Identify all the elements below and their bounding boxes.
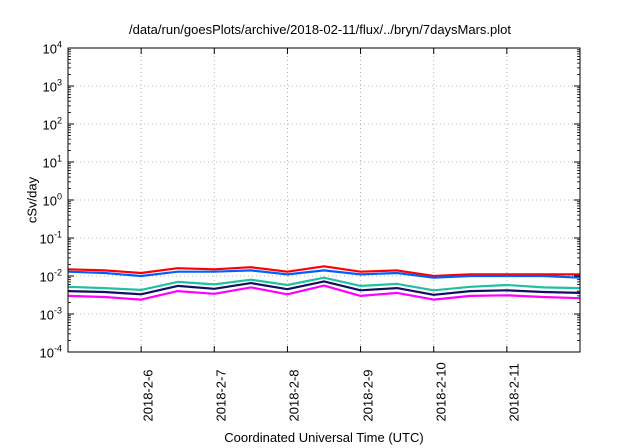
plot-border [67,47,581,353]
y-tick-label: 10-3 [39,305,62,323]
y-tick-label: 102 [42,115,62,133]
y-tick-label: 10-2 [39,267,62,285]
x-tick-label: 2018-2-6 [140,369,156,422]
y-tick-label: 10-1 [39,229,62,247]
x-axis-label: Coordinated Universal Time (UTC) [224,430,424,445]
y-tick-label: 101 [42,153,62,171]
y-tick-label: 10-4 [39,343,62,361]
y-tick-label: 100 [42,191,62,209]
x-tick-label: 2018-2-10 [433,362,449,422]
series-line-5 [67,284,581,301]
y-tick-label: 103 [42,77,62,95]
series-line-3 [67,276,581,292]
series-line-1 [67,265,580,278]
series-line-4 [67,280,581,296]
x-tick-label: 2018-2-8 [286,369,302,422]
series-line-2 [67,269,581,279]
x-tick-label: 2018-2-11 [506,363,522,422]
chart-title: /data/run/goesPlots/archive/2018-02-11/f… [128,22,512,37]
x-tick-label: 2018-2-9 [360,369,376,422]
x-tick-label: 2018-2-7 [213,369,229,422]
y-tick-label: 104 [42,39,62,57]
